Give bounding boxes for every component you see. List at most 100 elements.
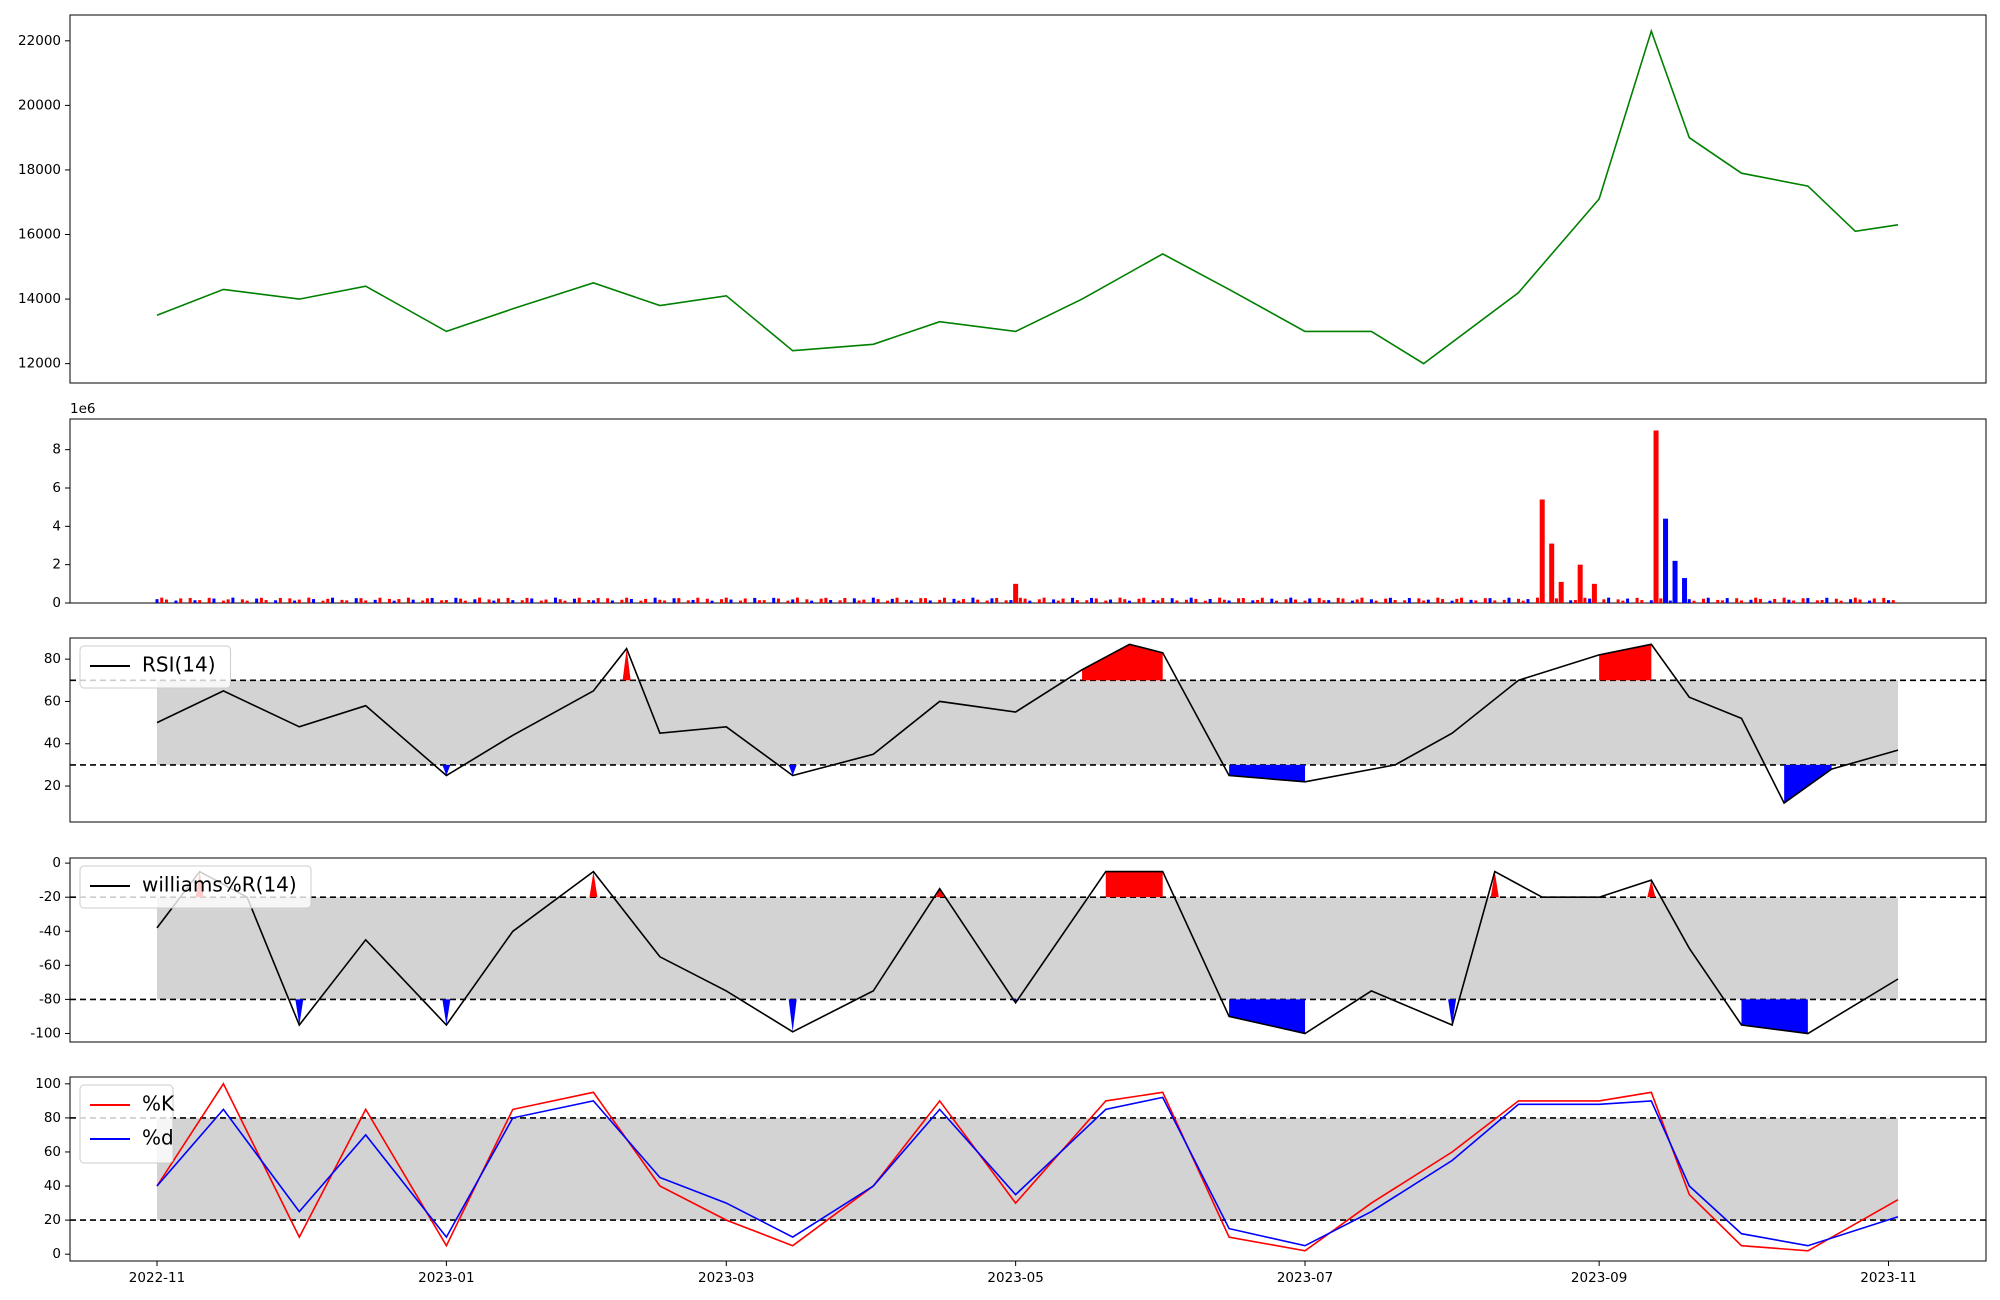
volume-bar	[321, 600, 325, 603]
volume-bar	[1754, 597, 1758, 603]
volume-bar	[459, 598, 463, 603]
volume-bar	[221, 600, 225, 603]
volume-bar	[345, 600, 349, 603]
volume-bar	[1056, 600, 1060, 603]
y-tick-label: 60	[44, 1144, 61, 1160]
volume-bar	[1588, 598, 1592, 603]
volume-bar	[1702, 598, 1706, 603]
volume-bar	[620, 599, 624, 603]
volume-bar	[1672, 560, 1678, 603]
volume-bar	[231, 597, 235, 603]
overbought-fill	[1082, 644, 1163, 681]
volume-bar	[425, 598, 429, 603]
volume-bar	[1549, 543, 1555, 603]
volume-bar	[1653, 430, 1659, 603]
volume-bar	[1403, 600, 1407, 603]
volume-bar	[1635, 597, 1639, 603]
volume-bar	[942, 597, 946, 603]
volume-bar	[1256, 599, 1260, 603]
volume-bar	[1104, 600, 1108, 603]
legend-label: %K	[142, 1092, 175, 1116]
volume-bar	[791, 599, 795, 603]
volume-bar	[1208, 598, 1212, 603]
volume-bar	[240, 599, 244, 603]
volume-bar	[686, 600, 690, 603]
volume-bar	[1355, 599, 1359, 603]
volume-offset-label: 1e6	[70, 401, 95, 417]
volume-bar	[928, 600, 932, 603]
volume-bar	[1170, 598, 1174, 603]
volume-bar	[976, 599, 980, 603]
x-tick-label: 2023-11	[1860, 1270, 1916, 1286]
volume-bar	[1882, 597, 1886, 603]
volume-bar	[492, 600, 496, 603]
volume-bar	[454, 597, 458, 603]
volume-bar	[843, 597, 847, 603]
volume-bar	[164, 599, 168, 603]
y-tick-label: 40	[44, 1178, 61, 1194]
volume-bar	[738, 600, 742, 603]
volume-bar	[886, 600, 890, 603]
oversold-fill	[788, 764, 797, 776]
volume-bar	[1640, 600, 1644, 603]
volume-bar	[819, 598, 823, 603]
y-tick-label: 8	[52, 442, 61, 458]
volume-bar	[331, 597, 335, 603]
volume-bar	[677, 598, 681, 603]
overbought-fill	[935, 888, 944, 898]
volume-bar	[1502, 599, 1506, 603]
volume-bar	[354, 598, 358, 603]
volume-bar	[440, 600, 444, 603]
y-tick-label: 0	[52, 1246, 61, 1262]
x-tick-label: 2023-05	[987, 1270, 1043, 1286]
y-tick-label: 80	[44, 1110, 61, 1126]
overbought-fill	[589, 871, 598, 898]
volume-bar	[753, 597, 757, 603]
volume-bar	[1018, 597, 1022, 603]
volume-bar	[1682, 578, 1688, 603]
volume-bar	[1825, 597, 1829, 603]
volume-bar	[1151, 599, 1155, 603]
volume-bar	[629, 598, 633, 603]
volume-bar	[1849, 599, 1853, 603]
y-tick-label: 0	[52, 855, 61, 871]
volume-bar	[772, 597, 776, 603]
volume-bar	[1227, 600, 1231, 603]
volume-bar	[705, 598, 709, 603]
volume-bar	[1184, 599, 1188, 603]
volume-bar	[1616, 599, 1620, 603]
volume-bar	[924, 598, 928, 603]
panel-frame	[69, 1076, 1987, 1262]
volume-bar	[1369, 599, 1373, 603]
oversold-fill	[788, 999, 797, 1032]
volume-bar	[658, 599, 662, 603]
volume-bar	[444, 600, 448, 603]
rsi-line	[156, 643, 1899, 805]
volume-bar	[1539, 499, 1545, 603]
y-tick-label: 22000	[18, 33, 61, 49]
volume-bar	[895, 597, 899, 603]
y-tick-label: 40	[44, 736, 61, 752]
volume-bar	[1127, 600, 1131, 603]
volume-bar	[1735, 598, 1739, 603]
volume-bar	[824, 597, 828, 603]
volume-bar	[871, 597, 875, 603]
volume-bar	[1602, 599, 1606, 603]
volume-bar	[373, 599, 377, 603]
oversold-fill	[1784, 764, 1832, 803]
volume-bar	[558, 599, 562, 603]
volume-bar	[1858, 599, 1862, 603]
volume-bar	[364, 600, 368, 603]
volume-bar	[359, 598, 363, 603]
volume-bar	[985, 600, 989, 603]
volume-bar	[340, 599, 344, 603]
volume-bar	[1441, 599, 1445, 603]
volume-bar	[852, 598, 856, 603]
volume-bar	[1488, 598, 1492, 603]
volume-bar	[1474, 600, 1478, 603]
volume-bar	[226, 599, 230, 603]
volume-bar	[255, 598, 259, 603]
volume-bar	[1436, 597, 1440, 603]
volume-bar	[1521, 600, 1525, 603]
volume-bar	[1388, 597, 1392, 603]
